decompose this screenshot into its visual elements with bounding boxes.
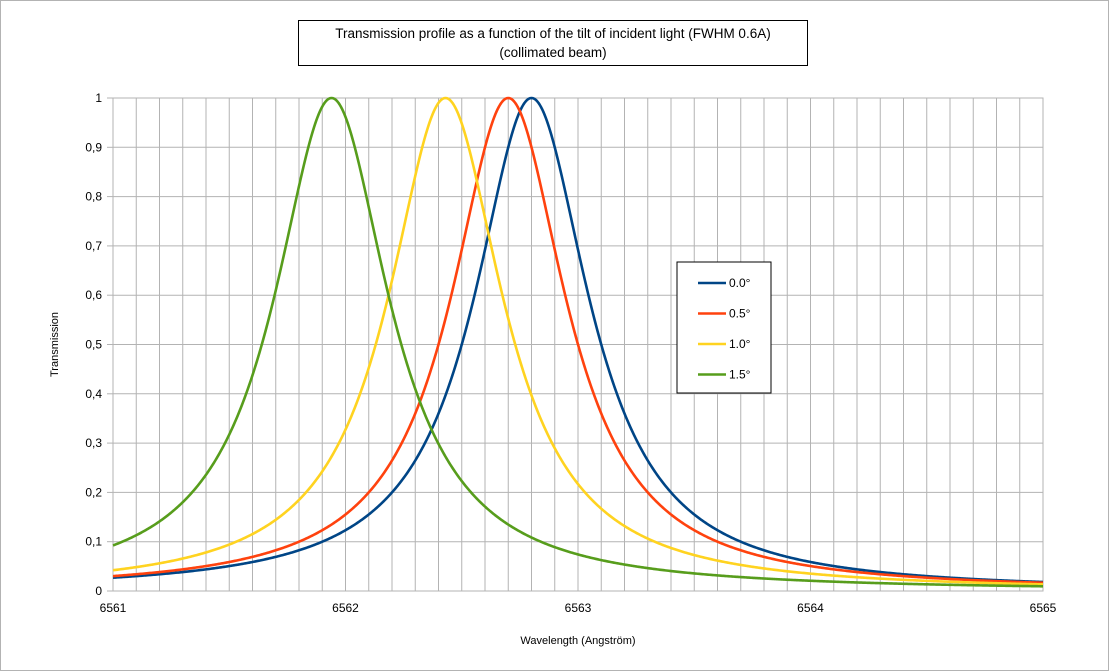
y-tick-label: 0 (95, 584, 102, 598)
series-line-2 (112, 96, 1044, 586)
series-line-1 (112, 96, 1044, 585)
chart-title-box: Transmission profile as a function of th… (298, 20, 808, 66)
legend: 0.0° 0.5° 1.0° 1.5° (676, 261, 772, 394)
y-axis-label: Transmission (49, 312, 61, 377)
y-tick-label: 0,4 (85, 387, 102, 401)
y-tick-label: 0,8 (85, 190, 102, 204)
y-axis-ticks: 0 0,1 0,2 0,3 0,4 0,5 0,6 0,7 0,8 0,9 1 (85, 91, 113, 598)
y-tick-label: 1 (95, 91, 102, 105)
y-tick-label: 0,1 (85, 535, 102, 549)
x-axis-label: Wavelength (Angström) (520, 635, 635, 647)
x-tick-label: 6561 (100, 601, 127, 615)
legend-label: 0.0° (729, 276, 751, 290)
y-tick-label: 0,6 (85, 288, 102, 302)
chart-title: Transmission profile as a function of th… (335, 26, 771, 41)
y-tick-label: 0,3 (85, 436, 102, 450)
x-tick-label: 6563 (565, 601, 592, 615)
legend-label: 0.5° (729, 307, 751, 321)
series-line-3 (112, 96, 1044, 588)
y-tick-label: 0,5 (85, 338, 102, 352)
x-tick-label: 6564 (797, 601, 824, 615)
series-line-0 (112, 96, 1044, 584)
chart-subtitle: (collimated beam) (499, 45, 607, 60)
legend-label: 1.0° (729, 337, 751, 351)
y-tick-label: 0,2 (85, 485, 102, 499)
y-tick-label: 0,9 (85, 140, 102, 154)
series-group (112, 96, 1044, 588)
y-tick-label: 0,7 (85, 239, 102, 253)
x-tick-label: 6565 (1030, 601, 1057, 615)
x-axis-ticks: 6561 6562 6563 6564 6565 (100, 601, 1057, 615)
legend-label: 1.5° (729, 368, 751, 382)
x-tick-label: 6562 (332, 601, 359, 615)
